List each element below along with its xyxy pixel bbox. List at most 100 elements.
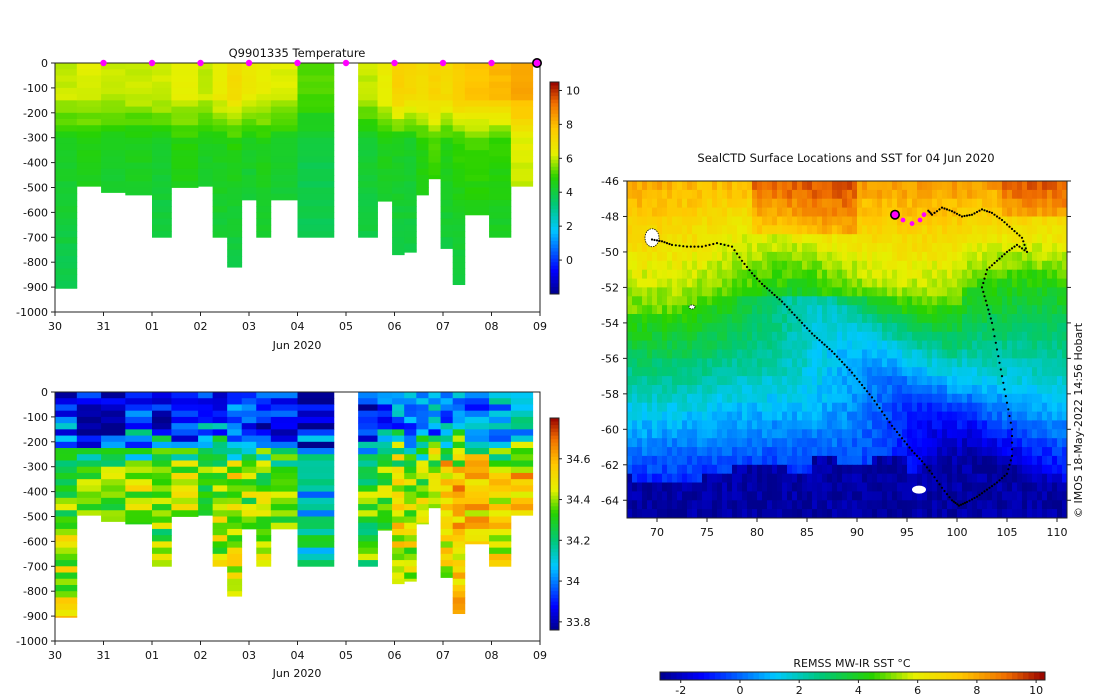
sst-cell <box>1017 393 1023 404</box>
sal-cell <box>440 404 454 412</box>
sst-cell <box>727 482 733 492</box>
sst-cell <box>727 198 733 209</box>
sal-cell <box>152 553 172 561</box>
sst-cell <box>647 314 653 324</box>
sal-cell <box>440 491 454 499</box>
sst-cell <box>977 198 983 209</box>
sst-cell <box>852 473 858 484</box>
sst-cell <box>677 314 683 324</box>
sst-cell <box>952 455 958 466</box>
sst-cell <box>822 305 828 315</box>
sst-cell <box>822 189 828 200</box>
sst-cell <box>772 420 778 430</box>
sst-cell <box>712 251 718 262</box>
sst-cell <box>697 216 703 226</box>
sst-cell <box>1037 402 1043 413</box>
sst-cell <box>812 349 818 359</box>
sst-cell <box>807 455 813 466</box>
temp-cell <box>297 119 335 126</box>
sst-cell <box>1012 411 1018 422</box>
track-point <box>660 240 664 243</box>
sst-cell <box>987 500 993 510</box>
track-point <box>978 493 981 496</box>
sst-cell <box>807 260 813 271</box>
sst-cell <box>892 349 898 359</box>
sst-cell <box>1052 411 1058 422</box>
sal-cell <box>125 435 153 443</box>
track-point <box>830 350 834 353</box>
sst-cell <box>917 349 923 359</box>
sst-cell <box>707 500 713 510</box>
temp-cell <box>452 156 466 164</box>
sst-cell <box>1042 411 1048 422</box>
sst-cell <box>812 314 818 324</box>
sst-cell <box>867 198 873 209</box>
sst-cell <box>1007 269 1013 280</box>
sst-cell <box>917 420 923 430</box>
temp-cell <box>55 63 78 70</box>
temp-cell <box>76 100 102 107</box>
sst-cell <box>717 491 723 501</box>
sst-cell <box>922 491 928 501</box>
sst-cell <box>727 411 733 422</box>
track-point <box>945 493 949 496</box>
sst-cell <box>637 225 643 235</box>
sst-cell <box>677 243 683 253</box>
sst-cell <box>737 500 743 510</box>
sst-cell <box>687 260 693 271</box>
sst-cell <box>992 429 998 439</box>
sst-cell <box>1062 438 1067 448</box>
track-point <box>723 243 726 246</box>
sst-cell <box>1062 305 1067 315</box>
sst-cell <box>927 340 933 351</box>
sst-cell <box>697 429 703 439</box>
sal-cell <box>510 479 534 486</box>
sst-cell <box>1037 314 1043 324</box>
sst-cell <box>707 322 713 333</box>
temperature-colorbar-step <box>550 145 559 150</box>
sst-cell <box>662 509 668 518</box>
temp-cell <box>212 212 228 220</box>
temp-cell <box>125 125 153 132</box>
sst-cell <box>792 225 798 235</box>
sst-cell <box>722 438 728 448</box>
sst-cell <box>707 251 713 262</box>
temp-cell <box>198 94 214 101</box>
sst-cell <box>1002 198 1008 209</box>
sst-cell <box>637 314 643 324</box>
sst-cell <box>952 278 958 289</box>
sst-cell <box>1047 251 1053 262</box>
sst-cell <box>1022 376 1028 386</box>
temp-cell <box>55 69 78 76</box>
temp-cell <box>358 131 378 139</box>
sst-cell <box>697 181 703 191</box>
temp-cell <box>198 175 214 182</box>
sal-cell <box>76 472 102 480</box>
sst-cell <box>857 482 863 492</box>
sst-cell <box>767 429 773 439</box>
sal-cell <box>358 485 378 493</box>
sst-cell <box>837 358 843 368</box>
sst-cell <box>737 473 743 484</box>
sal-cell <box>241 522 257 530</box>
sst-cell <box>737 305 743 315</box>
sst-cell <box>827 447 833 457</box>
sst-cell <box>762 473 768 484</box>
sst-cell <box>892 181 898 191</box>
temperature-colorbar-step <box>550 149 559 154</box>
temp-cell <box>171 181 199 188</box>
sst-cell <box>792 331 798 342</box>
sst-cell <box>987 305 993 315</box>
sst-cell <box>822 207 828 218</box>
sst-cell <box>667 260 673 271</box>
sst-cell <box>1007 331 1013 342</box>
sst-cell <box>627 296 633 306</box>
sst-cell <box>842 367 848 377</box>
sst-cell <box>707 278 713 289</box>
temp-cell <box>464 156 490 164</box>
sst-cell <box>787 500 793 510</box>
sst-cell <box>982 189 988 200</box>
sst-cell <box>847 491 853 501</box>
sst-cell <box>872 198 878 209</box>
sst-cell <box>922 260 928 271</box>
